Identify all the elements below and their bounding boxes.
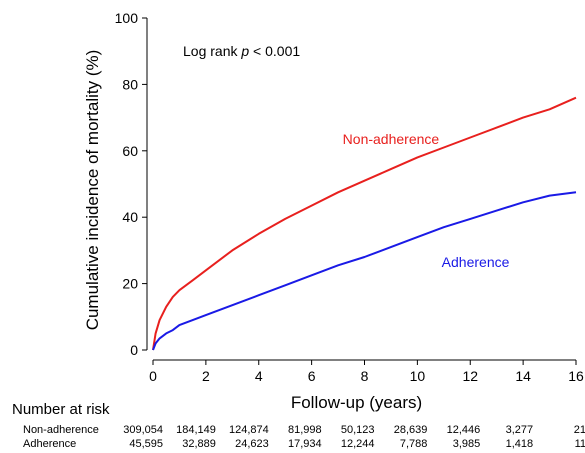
series-label-adherence: Adherence: [442, 254, 510, 270]
risk-row-label: Non-adherence: [23, 424, 99, 436]
risk-cell: 81,998: [288, 424, 322, 436]
risk-table-title: Number at risk: [12, 401, 110, 418]
risk-cell: 184,149: [176, 424, 216, 436]
y-tick-label: 60: [122, 143, 138, 159]
risk-table-layer: Number at risk Non-adherence 309,054 184,14…: [12, 401, 585, 450]
y-tick-label: 0: [130, 342, 138, 358]
y-tick-label: 100: [115, 10, 139, 26]
x-tick-label: 8: [361, 368, 369, 384]
risk-row-label: Adherence: [23, 438, 76, 450]
x-tick-label: 16: [568, 368, 584, 384]
y-tick-label: 20: [122, 276, 138, 292]
series-line-adherence: [152, 191, 577, 351]
annotation-p: p: [240, 43, 249, 59]
x-axis-title: Follow-up (years): [291, 393, 422, 412]
log-rank-annotation: Log rank p < 0.001: [183, 43, 300, 59]
x-tick-label: 6: [308, 368, 316, 384]
risk-cell: 1,418: [506, 438, 534, 450]
risk-cell: 21: [574, 424, 585, 436]
risk-cell: 28,639: [394, 424, 428, 436]
risk-cell: 50,123: [341, 424, 375, 436]
x-tick-label: 10: [410, 368, 426, 384]
x-tick-label: 4: [255, 368, 263, 384]
risk-cell: 309,054: [123, 424, 163, 436]
series-label-non-adherence: Non-adherence: [343, 131, 440, 147]
annotation-suffix: < 0.001: [249, 43, 300, 59]
risk-cell: 124,874: [229, 424, 269, 436]
y-tick-label: 40: [122, 209, 138, 225]
risk-cell: 17,934: [288, 438, 322, 450]
x-tick-label: 12: [462, 368, 478, 384]
risk-cell: 24,623: [235, 438, 269, 450]
y-axis-title: Cumulative incidence of mortality (%): [83, 50, 102, 331]
x-tick-label: 14: [515, 368, 531, 384]
x-tick-label: 0: [149, 368, 157, 384]
risk-cell: 32,889: [182, 438, 216, 450]
risk-cell: 11: [575, 438, 585, 450]
x-tick-label: 2: [202, 368, 210, 384]
series-line-non-adherence: [152, 96, 577, 351]
risk-cell: 12,244: [341, 438, 375, 450]
risk-cell: 3,277: [506, 424, 534, 436]
series-layer: [152, 96, 577, 351]
labels-layer: Log rank p < 0.001 Non-adherence Adherence: [183, 43, 510, 270]
risk-cell: 45,595: [129, 438, 163, 450]
risk-cell: 3,985: [453, 438, 481, 450]
axes-layer: 0 20 40 60 80 100 0 2 4 6 8 10 12 14 16 Follow-up (year…: [83, 10, 584, 412]
y-tick-label: 80: [122, 76, 138, 92]
risk-cell: 12,446: [447, 424, 481, 436]
annotation-prefix: Log rank: [183, 43, 241, 59]
risk-cell: 7,788: [400, 438, 428, 450]
